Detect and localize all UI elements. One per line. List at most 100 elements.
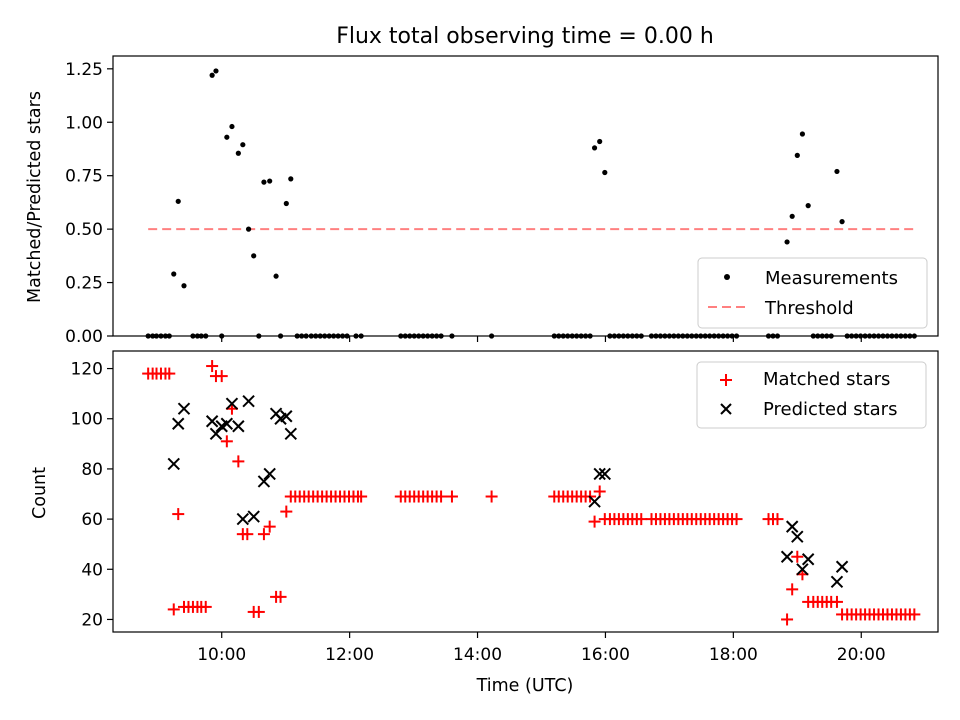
predicted-star-point	[835, 560, 849, 573]
measurement-point	[591, 145, 598, 151]
predicted-star-point	[225, 397, 239, 410]
y-tick-label: 40	[81, 560, 103, 580]
predicted-star-point	[209, 427, 223, 441]
measurement-point	[209, 72, 215, 78]
measurement-point	[834, 168, 840, 175]
y-tick-label: 120	[71, 360, 103, 380]
matched-star-point	[791, 550, 804, 563]
x-axis-label: Time (UTC)	[476, 676, 574, 696]
measurement-point	[799, 131, 806, 137]
measurement-point	[181, 283, 187, 289]
measurement-point	[597, 138, 603, 145]
matched-star-point	[206, 360, 219, 373]
y-ticks-count: 20 40 60 80 100 120	[71, 360, 113, 630]
y-tick-label: 100	[71, 410, 103, 430]
y-tick-label: 60	[81, 510, 103, 530]
predicted-star-point	[284, 427, 297, 441]
measurement-point	[273, 273, 279, 279]
legend-ratio: Measurements Threshold	[697, 257, 928, 329]
predicted-star-point	[780, 550, 794, 563]
legend-matched-label: Matched stars	[763, 369, 890, 390]
legend-count: Matched stars Predicted stars	[696, 361, 927, 429]
matched-star-point	[263, 520, 276, 533]
matched-star-point	[257, 528, 270, 541]
ratio-plot-frame	[112, 55, 939, 337]
x-tick-label: 16:00	[581, 645, 630, 665]
predicted-star-point	[263, 467, 276, 481]
measurement-point	[602, 169, 608, 176]
x-tick-label: 10:00	[197, 645, 246, 665]
measurement-point	[175, 198, 181, 204]
matched-star-point	[163, 367, 176, 380]
measurement-point	[794, 152, 800, 158]
predicted-star-point	[830, 575, 844, 589]
matched-star-point	[830, 595, 843, 608]
matched-star-point	[355, 490, 368, 503]
measurement-point	[251, 253, 257, 259]
y-tick-label: 0.25	[65, 274, 103, 294]
predicted-star-point	[236, 512, 250, 526]
measurement-point	[261, 179, 267, 185]
predicted-star-point	[242, 394, 255, 408]
predicted-star-point	[588, 495, 601, 508]
legend-threshold-label: Threshold	[764, 298, 854, 319]
matched-star-point	[635, 513, 648, 526]
y-axis-label-ratio: Matched/Predicted stars	[25, 91, 45, 303]
count-plot-frame	[112, 350, 939, 633]
predicted-star-point	[801, 553, 815, 566]
measurement-point	[171, 271, 177, 277]
predicted-star-point	[598, 467, 612, 481]
matched-star-point	[445, 490, 458, 503]
legend-box	[697, 257, 928, 329]
y-tick-label: 20	[81, 610, 103, 630]
measurement-point	[229, 123, 235, 130]
matched-star-point	[771, 513, 784, 526]
matched-star-point	[167, 603, 180, 616]
ratio-panel: Flux total observing time = 0.00 h Match…	[25, 24, 939, 347]
matched-star-point	[232, 455, 245, 468]
measurement-point	[235, 150, 241, 156]
predicted-star-point	[177, 402, 191, 415]
y-tick-label: 1.25	[65, 60, 103, 80]
predicted-star-point	[172, 417, 185, 430]
measurement-point	[288, 176, 294, 182]
matched-star-point	[274, 590, 287, 603]
predicted-star-point	[280, 410, 293, 423]
predicted-star-point	[232, 420, 245, 433]
predicted-star-point	[220, 417, 234, 430]
y-ticks-ratio: 0.00 0.25 0.50 0.75 1.00 1.25	[65, 60, 113, 347]
legend-measurements-label: Measurements	[765, 268, 898, 289]
measurement-point	[789, 213, 795, 219]
matched-star-point	[172, 508, 185, 521]
legend-matched-marker	[720, 374, 732, 386]
predicted-star-point	[247, 510, 260, 523]
matched-star-point	[781, 613, 794, 626]
matched-star-point	[730, 513, 743, 526]
x-tick-label: 12:00	[325, 645, 374, 665]
y-axis-label-count: Count	[30, 467, 50, 519]
predicted-star-point	[796, 563, 809, 576]
x-tick-label: 20:00	[837, 645, 886, 665]
legend-predicted-marker	[720, 403, 732, 415]
y-tick-label: 0.75	[65, 167, 103, 187]
matched-star-point	[435, 490, 448, 503]
predicted-star-point	[257, 475, 271, 488]
y-tick-label: 0.50	[65, 220, 103, 240]
chart-title: Flux total observing time = 0.00 h	[336, 24, 714, 49]
matched-star-point	[215, 370, 228, 383]
matched-star-point	[485, 490, 498, 503]
matched-star-point	[252, 605, 265, 618]
measurement-point	[240, 142, 246, 148]
matched-star-point	[241, 528, 254, 541]
predicted-star-point	[167, 457, 180, 471]
predicted-star-point	[205, 415, 219, 428]
legend-predicted-label: Predicted stars	[763, 399, 897, 420]
count-panel: Count Time (UTC) 20 40 60 80 100 120 10:00 12:…	[30, 350, 939, 696]
measurement-point	[245, 226, 252, 232]
matched-star-point	[199, 600, 212, 613]
matched-star-point	[908, 608, 921, 621]
predicted-star-point	[593, 467, 606, 481]
measurement-point	[283, 200, 289, 207]
